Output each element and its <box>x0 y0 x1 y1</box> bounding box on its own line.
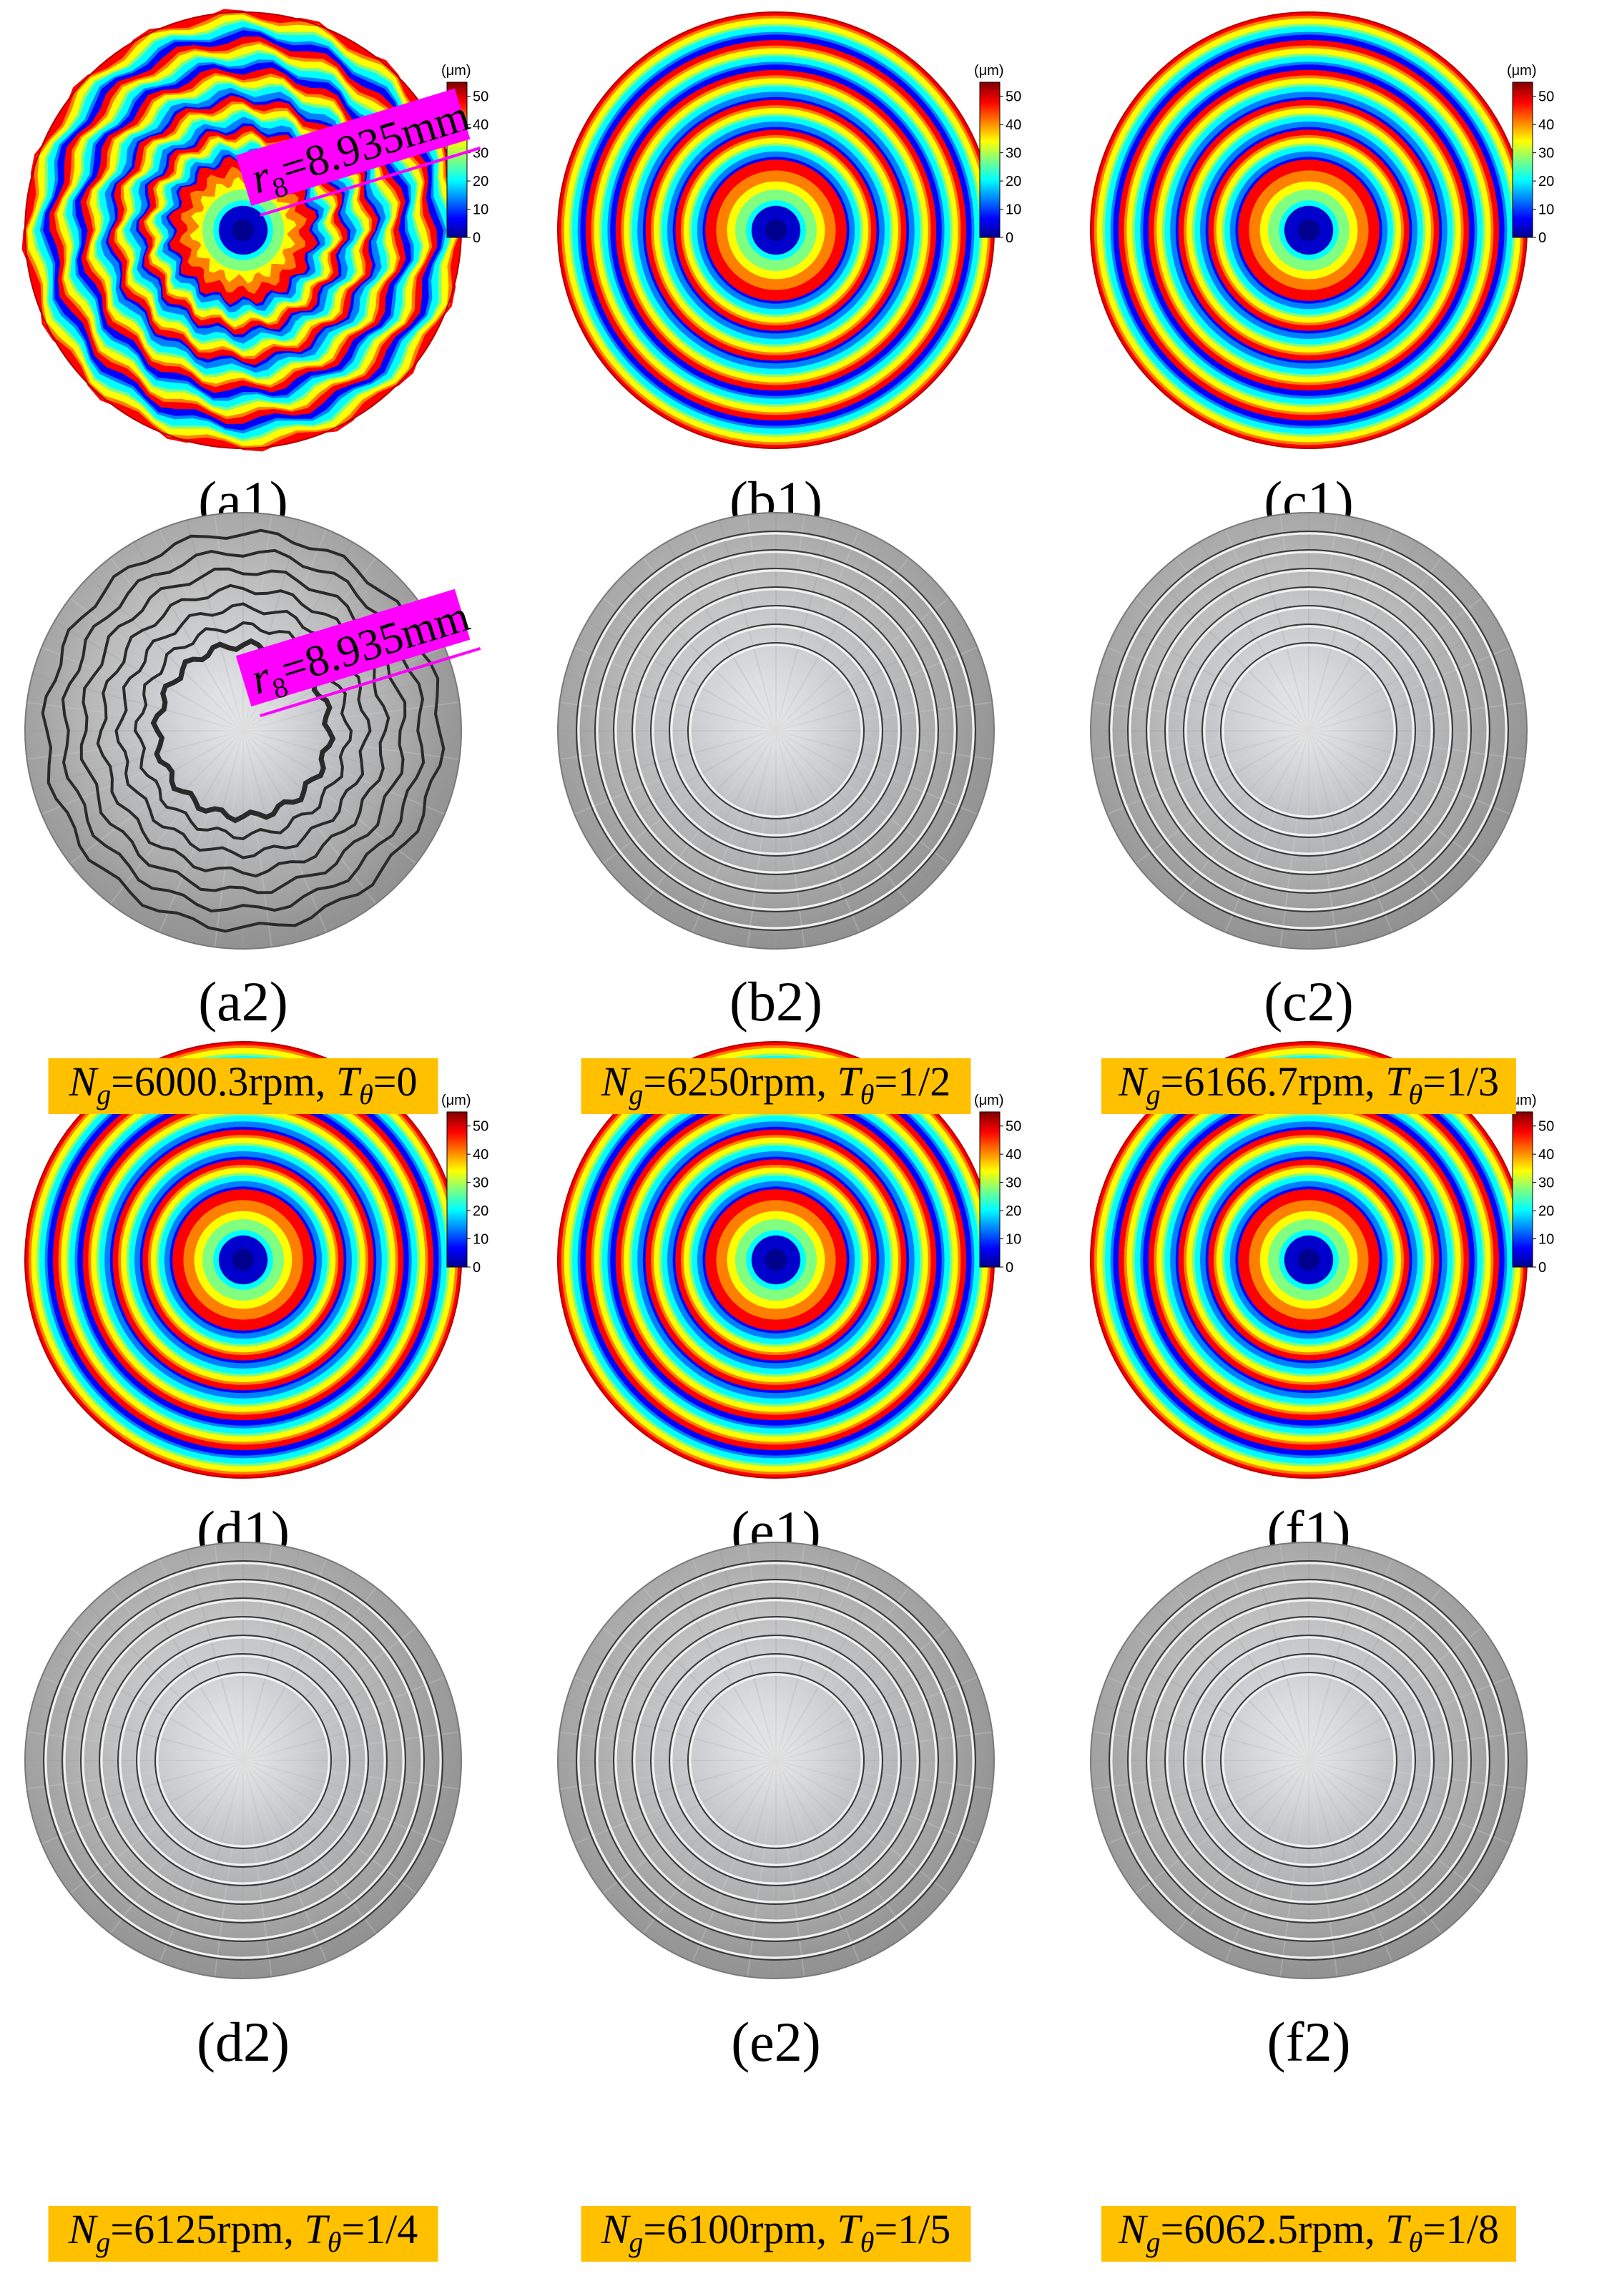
surface-photo-disc <box>24 512 462 950</box>
colorbar-tick-label: 0 <box>473 230 481 246</box>
colorbar: (μm) 0 10 20 30 40 50 <box>441 63 488 246</box>
condition-box: Ng=6000.3rpm, Tθ=0 <box>48 1058 438 1114</box>
colorbar-tick-label: 0 <box>473 1260 481 1276</box>
colorbar-tick-label: 0 <box>1538 1260 1546 1276</box>
surface-photo-disc <box>1090 1542 1528 1979</box>
colorbar-tick-label: 20 <box>473 1203 488 1219</box>
colorbar-tick-label: 10 <box>473 202 488 218</box>
colorbar-tick-label: 50 <box>1006 89 1021 105</box>
surface-photo-disc <box>24 1542 462 1979</box>
colorbar-tick-label: 40 <box>1006 1147 1021 1163</box>
panel-label: (c2) <box>1264 970 1354 1033</box>
colorbar-tick-label: 10 <box>473 1232 488 1248</box>
colorbar-tick-label: 40 <box>473 117 488 133</box>
colorbar-tick-label: 50 <box>473 89 488 105</box>
condition-text: Ng=6125rpm, Tθ=1/4 <box>68 2206 418 2258</box>
colorbar-tick-label: 0 <box>1006 230 1013 246</box>
panel-label: (b2) <box>729 970 822 1033</box>
colorbar-tick-label: 20 <box>1538 1203 1554 1219</box>
panel-f2: (f2) <box>1090 1542 1528 2073</box>
panel-label: (e2) <box>731 2011 821 2073</box>
surface-photo-disc <box>1090 512 1528 950</box>
colorbar-tick-label: 30 <box>1006 146 1021 162</box>
panel-label: (d2) <box>197 2011 290 2073</box>
colorbar-unit: (μm) <box>974 63 1004 79</box>
colorbar-tick-label: 10 <box>1006 1232 1021 1248</box>
colorbar-tick-label: 50 <box>473 1119 488 1135</box>
colorbar-unit: (μm) <box>1507 63 1537 79</box>
panel-label: (a2) <box>198 970 288 1033</box>
colorbar-unit: (μm) <box>441 1093 471 1108</box>
colorbar-tick-label: 10 <box>1538 202 1554 218</box>
colorbar-tick-label: 20 <box>1538 174 1554 189</box>
condition-box: Ng=6166.7rpm, Tθ=1/3 <box>1101 1058 1516 1114</box>
condition-box: Ng=6062.5rpm, Tθ=1/8 <box>1101 2206 1516 2262</box>
height-map-disc <box>557 11 995 449</box>
panel-b2: (b2) <box>557 512 995 1033</box>
colorbar-tick-label: 50 <box>1006 1119 1021 1135</box>
colorbar: (μm) 0 10 20 30 40 50 <box>1507 63 1554 246</box>
colorbar-tick-label: 30 <box>1006 1176 1021 1191</box>
height-map-disc <box>557 1041 995 1479</box>
colorbar-tick-label: 20 <box>1006 174 1021 189</box>
colorbar-tick-label: 30 <box>473 146 488 162</box>
colorbar-tick-label: 40 <box>1006 117 1021 133</box>
colorbar-tick-label: 40 <box>473 1147 488 1163</box>
surface-photo-disc <box>557 1542 995 1979</box>
condition-box: Ng=6100rpm, Tθ=1/5 <box>581 2206 971 2262</box>
colorbar-tick-label: 10 <box>1006 202 1021 218</box>
panels-layer: (μm)01020304050r8=8.935mm(a1)(μm)0102030… <box>21 9 1554 2073</box>
conditions-layer: Ng=6000.3rpm, Tθ=0 Ng=6250rpm, Tθ=1/2 Ng=6… <box>48 1058 1516 2262</box>
panel-e2: (e2) <box>557 1542 995 2073</box>
colorbar: (μm) 0 10 20 30 40 50 <box>974 63 1021 246</box>
colorbar-tick-label: 50 <box>1538 1119 1554 1135</box>
condition-text: Ng=6100rpm, Tθ=1/5 <box>601 2206 951 2258</box>
height-map-disc <box>24 1041 462 1479</box>
condition-box: Ng=6250rpm, Tθ=1/2 <box>581 1058 971 1114</box>
colorbar-tick-label: 30 <box>1538 1176 1554 1191</box>
panel-d2: (d2) <box>24 1542 462 2073</box>
colorbar: (μm) 0 10 20 30 40 50 <box>974 1093 1021 1276</box>
colorbar-tick-label: 10 <box>1538 1232 1554 1248</box>
panel-a2: r8=8.935mm(a2) <box>24 512 481 1033</box>
height-map-disc <box>1090 1041 1528 1479</box>
condition-text: Ng=6000.3rpm, Tθ=0 <box>69 1058 418 1110</box>
colorbar-tick-label: 30 <box>1538 146 1554 162</box>
condition-text: Ng=6250rpm, Tθ=1/2 <box>601 1058 951 1110</box>
colorbar-tick-label: 40 <box>1538 1147 1554 1163</box>
colorbar: (μm) 0 10 20 30 40 50 <box>441 1093 488 1276</box>
colorbar-tick-label: 50 <box>1538 89 1554 105</box>
colorbar-tick-label: 0 <box>1006 1260 1013 1276</box>
condition-box: Ng=6125rpm, Tθ=1/4 <box>48 2206 438 2262</box>
colorbar-unit: (μm) <box>974 1093 1004 1108</box>
surface-photo-disc <box>557 512 995 950</box>
colorbar-tick-label: 0 <box>1538 230 1546 246</box>
colorbar-unit: (μm) <box>441 63 471 79</box>
height-map-disc <box>1090 11 1528 449</box>
condition-text: Ng=6166.7rpm, Tθ=1/3 <box>1118 1058 1499 1110</box>
colorbar-tick-label: 20 <box>473 174 488 189</box>
panel-c2: (c2) <box>1090 512 1528 1033</box>
colorbar-tick-label: 20 <box>1006 1203 1021 1219</box>
height-map-disc <box>21 9 465 452</box>
panel-label: (f2) <box>1267 2011 1351 2073</box>
colorbar-tick-label: 30 <box>473 1176 488 1191</box>
colorbar-tick-label: 40 <box>1538 117 1554 133</box>
condition-text: Ng=6062.5rpm, Tθ=1/8 <box>1118 2206 1499 2258</box>
